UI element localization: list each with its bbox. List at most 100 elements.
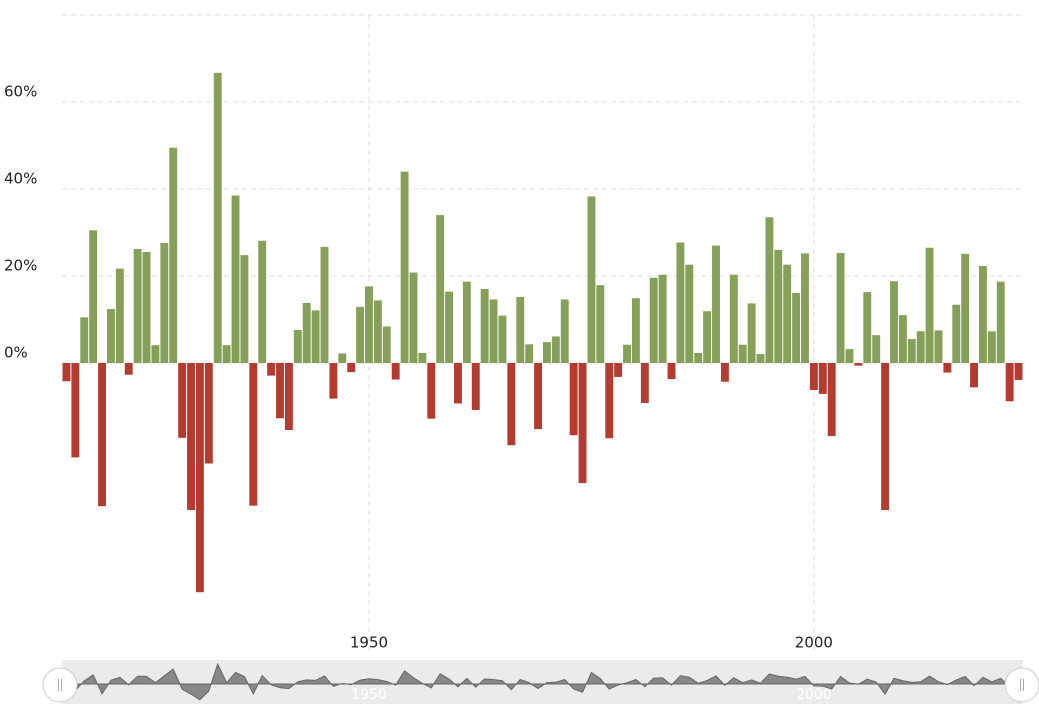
bar <box>454 363 462 404</box>
bar <box>712 245 720 363</box>
navigator-handle[interactable] <box>1004 667 1039 703</box>
bar <box>738 344 747 363</box>
bar <box>543 342 551 363</box>
bar <box>596 285 605 363</box>
bar <box>649 277 658 363</box>
bar <box>98 363 106 507</box>
bar <box>827 363 836 437</box>
bar <box>195 363 204 593</box>
bar <box>142 252 151 363</box>
bar <box>178 363 187 438</box>
x-tick-label: 1950 <box>350 634 388 652</box>
bar <box>329 363 338 399</box>
bar <box>578 363 587 484</box>
bar <box>720 363 729 382</box>
bar <box>204 363 213 464</box>
bar <box>845 349 854 363</box>
bar <box>987 331 996 363</box>
bar <box>267 363 276 376</box>
bar <box>187 363 195 511</box>
bar <box>71 363 80 458</box>
navigator-label: 2000 <box>796 687 832 703</box>
bar <box>765 217 774 363</box>
bar <box>356 306 365 363</box>
bar <box>133 249 142 363</box>
bar <box>436 215 445 363</box>
bar <box>498 315 507 363</box>
bar <box>756 353 765 363</box>
bar <box>151 345 160 363</box>
bar <box>525 344 534 363</box>
bar <box>703 311 712 363</box>
bar <box>445 291 454 363</box>
bar <box>729 274 738 363</box>
bar <box>240 255 249 363</box>
bar <box>890 281 898 363</box>
navigator-label: 1950 <box>351 687 387 703</box>
bar <box>658 274 667 363</box>
bar <box>480 289 489 363</box>
bar <box>249 363 258 506</box>
bar <box>534 363 542 430</box>
bar <box>284 363 293 430</box>
bar <box>560 299 569 363</box>
bar <box>80 317 89 363</box>
bar <box>409 272 418 363</box>
bar <box>391 363 400 380</box>
y-tick-label: 60% <box>4 83 37 101</box>
bar <box>961 253 970 363</box>
bar <box>925 247 934 363</box>
bar <box>979 265 987 363</box>
bar <box>952 304 961 363</box>
bar <box>907 339 916 363</box>
bar <box>89 230 98 363</box>
bar <box>258 240 267 363</box>
bar <box>676 242 685 363</box>
bar <box>365 286 373 363</box>
bar <box>747 303 756 363</box>
bar <box>302 302 311 363</box>
bar <box>471 363 480 410</box>
bar <box>685 264 694 363</box>
bar <box>276 363 284 419</box>
bar <box>169 147 178 363</box>
bar <box>311 310 320 363</box>
bar <box>872 335 881 363</box>
bar <box>293 329 302 363</box>
bar <box>783 264 792 363</box>
bar <box>115 268 124 363</box>
bar <box>836 252 845 363</box>
bar <box>916 331 925 363</box>
bar <box>694 352 703 363</box>
bar <box>124 363 133 375</box>
bar <box>898 315 907 363</box>
bar <box>418 352 427 363</box>
bar <box>489 299 498 363</box>
bar <box>106 309 115 363</box>
bar <box>1014 363 1023 380</box>
bar <box>854 363 863 366</box>
y-tick-label: 0% <box>4 344 28 362</box>
bar <box>1005 363 1014 402</box>
bar <box>943 363 952 373</box>
navigator-handle[interactable] <box>42 667 78 703</box>
y-tick-label: 20% <box>4 257 37 275</box>
bar <box>996 281 1005 363</box>
bar <box>160 242 169 363</box>
y-tick-label: 40% <box>4 170 37 188</box>
bar <box>231 195 240 363</box>
bar <box>516 296 525 363</box>
bar <box>809 363 818 390</box>
bar <box>667 363 676 380</box>
bar <box>373 300 382 363</box>
bar <box>774 249 783 363</box>
bar <box>631 298 640 363</box>
bar <box>801 253 809 363</box>
bar <box>400 171 409 363</box>
navigator-area <box>65 662 1020 701</box>
bar <box>818 363 827 394</box>
bar <box>62 363 71 382</box>
bar <box>587 196 596 363</box>
bar <box>569 363 578 436</box>
